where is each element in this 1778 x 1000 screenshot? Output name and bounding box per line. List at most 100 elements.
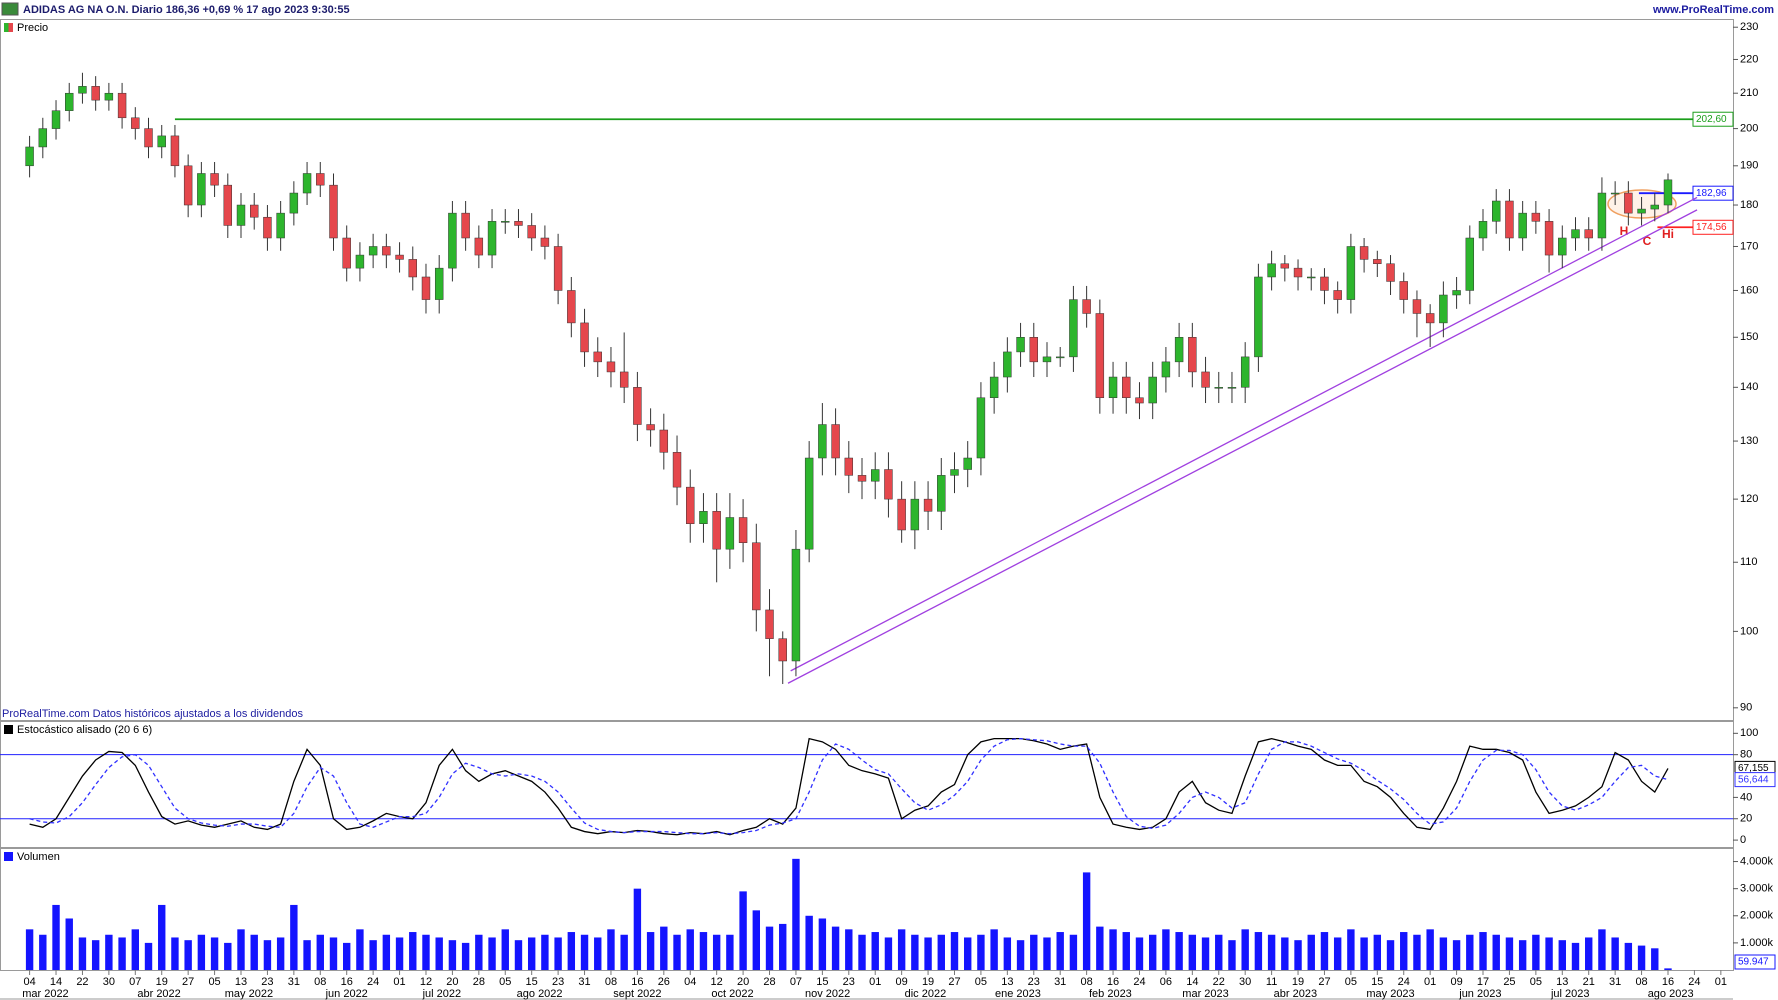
x-tick-label: 13	[1556, 976, 1568, 988]
x-tick-label: 20	[446, 976, 458, 988]
volume-bar	[303, 940, 311, 970]
y-tick-label: 180	[1740, 199, 1758, 211]
x-tick-label: 21	[1583, 976, 1595, 988]
month-label: jun 2023	[1458, 988, 1501, 1000]
volume-bar	[792, 858, 800, 970]
x-tick-label: 23	[843, 976, 855, 988]
x-tick-label: 07	[790, 976, 802, 988]
candle-body	[1174, 337, 1184, 363]
candle-body	[1425, 313, 1435, 324]
y-tick-label: 230	[1740, 21, 1758, 33]
volume-bar	[1598, 929, 1606, 970]
x-tick-label: 09	[896, 976, 908, 988]
x-tick-label: 12	[711, 976, 723, 988]
candle-body	[1412, 299, 1422, 314]
volume-bar	[1571, 942, 1580, 970]
candle-body	[1201, 371, 1210, 388]
month-label: jul 2022	[422, 988, 462, 1000]
panel-label: Estocástico alisado (20 6 6)	[17, 724, 152, 736]
y-tick-label: 4.000k	[1740, 855, 1774, 867]
volume-bar	[818, 918, 827, 970]
candle-body	[1055, 356, 1065, 359]
volume-bar	[1386, 940, 1395, 970]
candle-body	[1492, 200, 1501, 222]
candle-body	[368, 246, 378, 256]
volume-bar	[646, 932, 655, 970]
candle-body	[51, 110, 61, 129]
volume-bar	[395, 937, 404, 970]
y-tick-label: 190	[1740, 160, 1758, 172]
x-tick-label: 04	[684, 976, 696, 988]
candle-body	[223, 184, 233, 226]
candle-body	[884, 469, 893, 500]
header-site[interactable]: www.ProRealTime.com	[1652, 4, 1774, 16]
last-value-label-box	[1734, 954, 1776, 970]
candle-body	[276, 212, 285, 239]
candle-body	[1280, 263, 1290, 269]
x-tick-label: 16	[631, 976, 643, 988]
candle-body	[963, 457, 972, 470]
candle-body	[619, 371, 629, 388]
candle-body	[831, 424, 840, 459]
volume-bar	[1201, 937, 1210, 970]
candle-body	[606, 361, 616, 373]
y-tick-label: 110	[1740, 556, 1758, 568]
month-label: abr 2023	[1274, 988, 1317, 1000]
x-tick-label: 23	[1028, 976, 1040, 988]
candle-body	[527, 225, 536, 239]
x-tick-label: 07	[129, 976, 141, 988]
volume-bar	[884, 937, 893, 970]
candle-body	[1518, 212, 1527, 239]
candle-body	[355, 254, 365, 269]
candle-body	[1439, 294, 1448, 324]
x-tick-label: 28	[763, 976, 775, 988]
candle-body	[738, 517, 748, 543]
x-tick-label: 08	[1081, 976, 1093, 988]
x-tick-label: 26	[658, 976, 670, 988]
volume-bar	[290, 904, 298, 970]
volume-bar	[39, 934, 47, 970]
y-tick-label: 100	[1740, 625, 1758, 637]
candle-body	[1333, 290, 1342, 300]
volume-bar	[501, 929, 509, 970]
x-tick-label: 01	[869, 976, 881, 988]
candle-body	[1227, 387, 1237, 389]
month-label: oct 2022	[711, 988, 753, 1000]
candle-body	[514, 221, 523, 226]
level-label: 182,96	[1696, 188, 1727, 199]
candle-body	[302, 173, 312, 194]
candle-body	[633, 387, 642, 425]
x-tick-label: 17	[1477, 976, 1489, 988]
month-label: mar 2023	[1182, 988, 1228, 1000]
volume-bar	[422, 934, 430, 970]
candle-body	[1240, 356, 1250, 388]
volume-bar	[78, 937, 87, 970]
volume-bar	[1611, 937, 1619, 970]
candle-body	[434, 267, 444, 300]
level-label-box	[1692, 219, 1734, 235]
x-tick-label: 13	[1001, 976, 1013, 988]
volume-bar	[620, 934, 628, 970]
month-label: ago 2022	[517, 988, 563, 1000]
level-label: 202,60	[1696, 114, 1727, 125]
x-tick-label: 24	[1688, 976, 1700, 988]
candle-body	[131, 117, 140, 129]
x-tick-label: 15	[816, 976, 828, 988]
volume-bar	[924, 937, 932, 970]
candle-body	[1095, 313, 1105, 399]
volume-bar	[752, 910, 761, 970]
annotation: Hi	[1662, 227, 1674, 241]
volume-bar	[990, 929, 998, 970]
volume-bar	[1479, 932, 1487, 970]
volume-bar	[1545, 937, 1553, 970]
candle-body	[1597, 192, 1607, 239]
volume-bar	[250, 934, 258, 970]
last-value-label: 56,644	[1738, 774, 1769, 785]
volume-bar	[1333, 937, 1342, 970]
panel-label: Precio	[17, 22, 48, 34]
volume-bar	[1651, 948, 1659, 970]
header-title: ADIDAS AG NA O.N. Diario 186,36 +0,69 % …	[23, 4, 350, 16]
volume-bar	[197, 934, 206, 970]
candle-body	[1214, 387, 1223, 389]
volume-bar	[1373, 934, 1382, 970]
